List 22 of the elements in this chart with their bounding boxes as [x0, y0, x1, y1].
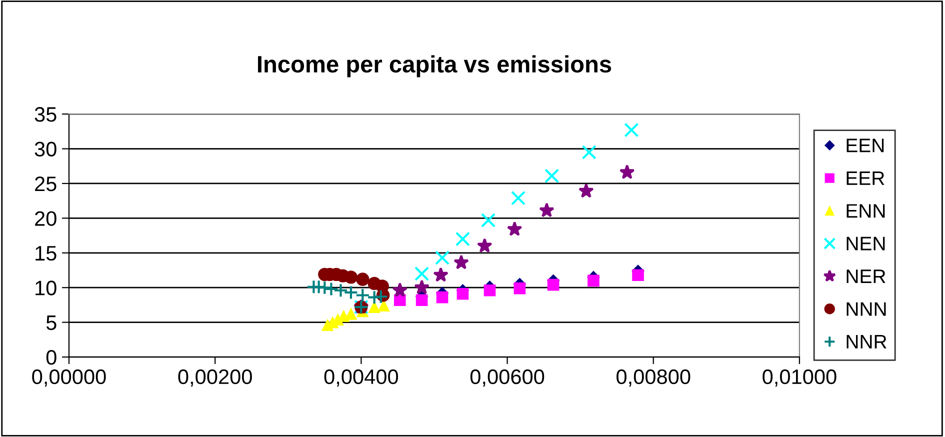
x-tick-label: 0,00400: [324, 369, 398, 387]
legend-label: EEN: [846, 138, 884, 152]
y-tick-label: 20: [35, 211, 56, 226]
y-tick-label: 5: [46, 316, 56, 330]
legend-label: NNN: [846, 302, 886, 316]
y-tick-label: 15: [36, 246, 56, 261]
x-tick-label: 0,00000: [32, 369, 106, 387]
legend-label: EER: [846, 171, 884, 185]
x-tick-label: 0,00800: [616, 369, 690, 387]
legend-label: NNR: [846, 335, 886, 348]
y-tick-label: 25: [35, 176, 56, 192]
x-tick-label: 0,01000: [762, 369, 836, 387]
legend-label: NEN: [846, 236, 885, 250]
y-tick-label: 35: [34, 107, 56, 122]
y-tick-label: 0: [46, 350, 56, 365]
x-tick-label: 0,00200: [178, 369, 252, 387]
chart-title: Income per capita vs emissions: [258, 55, 612, 78]
legend-label: ENN: [846, 204, 885, 218]
y-tick-label: 10: [36, 280, 56, 296]
x-tick-label: 0,00600: [470, 369, 544, 387]
legend-label: NER: [846, 270, 886, 283]
y-tick-label: 30: [34, 142, 56, 157]
